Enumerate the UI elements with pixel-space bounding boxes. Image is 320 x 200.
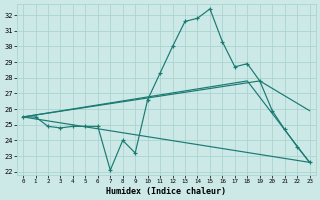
- X-axis label: Humidex (Indice chaleur): Humidex (Indice chaleur): [106, 187, 226, 196]
